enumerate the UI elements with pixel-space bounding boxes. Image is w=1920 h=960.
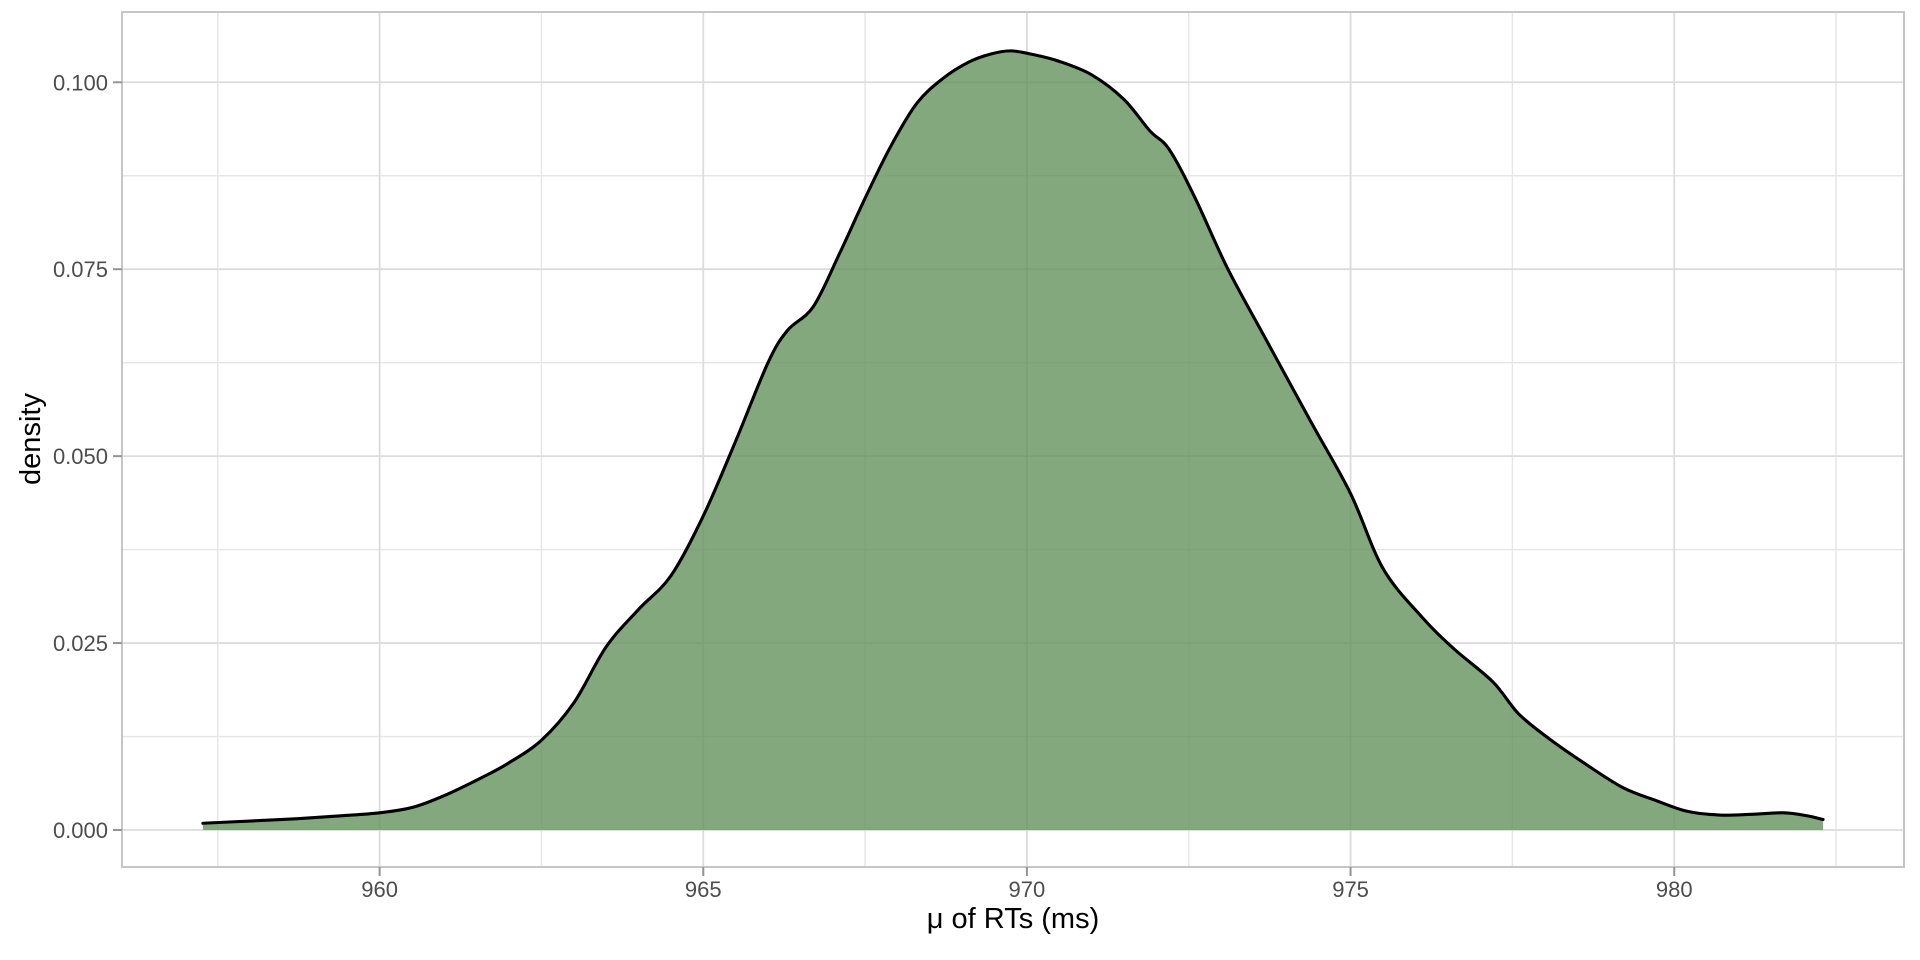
y-tick-label: 0.050 xyxy=(53,444,108,469)
x-tick-label: 970 xyxy=(1009,877,1046,902)
x-tick-label: 980 xyxy=(1656,877,1693,902)
x-tick-label: 975 xyxy=(1332,877,1369,902)
y-tick-label: 0.100 xyxy=(53,70,108,95)
y-tick-label: 0.075 xyxy=(53,257,108,282)
x-tick-label: 960 xyxy=(361,877,398,902)
density-area xyxy=(202,50,1824,830)
x-axis-title: μ of RTs (ms) xyxy=(926,903,1100,935)
y-axis-title: density xyxy=(15,393,47,485)
y-tick-label: 0.000 xyxy=(53,818,108,843)
y-tick-label: 0.025 xyxy=(53,631,108,656)
density-curve xyxy=(201,49,1825,825)
x-tick-label: 965 xyxy=(685,877,722,902)
panel-border xyxy=(121,11,1905,868)
